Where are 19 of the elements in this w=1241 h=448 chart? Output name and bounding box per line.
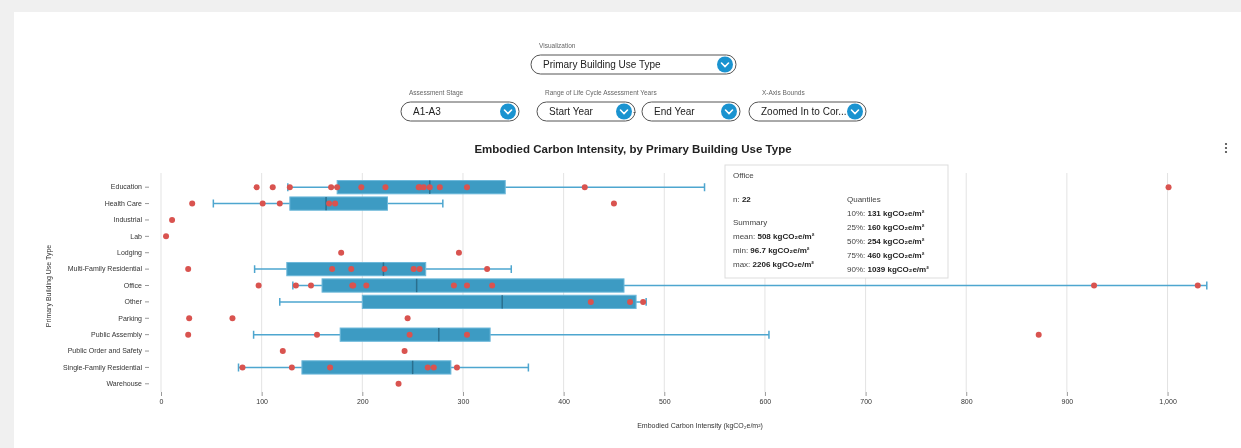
text: Zoomed In to Cor... bbox=[761, 106, 847, 117]
text: End Year bbox=[654, 106, 696, 117]
annotation: max: 2206 kgCO₂e/m² bbox=[733, 260, 815, 269]
annotation: mean: 508 kgCO₂e/m² bbox=[733, 232, 815, 241]
annotation: 50%: 254 kgCO₂e/m² bbox=[847, 237, 925, 246]
annotation: n: 22 bbox=[733, 195, 752, 204]
annotation: Quantiles bbox=[847, 195, 881, 204]
chart-title: Embodied Carbon Intensity, by Primary Building Use Type bbox=[474, 143, 792, 155]
text: Start Year bbox=[549, 106, 594, 117]
annotation: Summary bbox=[733, 218, 768, 227]
text: A1-A3 bbox=[413, 106, 442, 117]
annotation: 75%: 460 kgCO₂e/m² bbox=[847, 251, 925, 260]
annotation: Office bbox=[733, 171, 755, 180]
text: Primary Building Use Type bbox=[543, 59, 662, 70]
annotation: 25%: 160 kgCO₂e/m² bbox=[847, 223, 925, 232]
annotation: 10%: 131 kgCO₂e/m² bbox=[847, 209, 925, 218]
annotation: min: 96.7 kgCO₂e/m² bbox=[733, 246, 810, 255]
annotation: 90%: 1039 kgCO₂e/m² bbox=[847, 265, 930, 274]
text: - bbox=[633, 107, 636, 117]
